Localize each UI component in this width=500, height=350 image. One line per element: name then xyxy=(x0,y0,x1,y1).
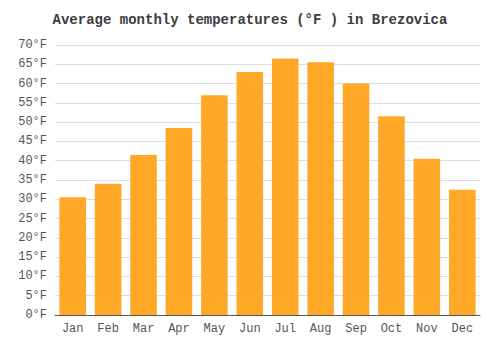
svg-text:0°F: 0°F xyxy=(25,308,47,322)
svg-text:35°F: 35°F xyxy=(18,173,47,187)
svg-text:25°F: 25°F xyxy=(18,212,47,226)
svg-text:Feb: Feb xyxy=(97,322,119,336)
svg-text:30°F: 30°F xyxy=(18,192,47,206)
svg-text:Sep: Sep xyxy=(345,322,367,336)
svg-text:50°F: 50°F xyxy=(18,115,47,129)
svg-text:55°F: 55°F xyxy=(18,96,47,110)
svg-text:Jul: Jul xyxy=(274,322,296,336)
svg-text:5°F: 5°F xyxy=(25,289,47,303)
svg-text:Jun: Jun xyxy=(239,322,261,336)
svg-text:Aug: Aug xyxy=(310,322,332,336)
svg-text:Apr: Apr xyxy=(168,322,190,336)
svg-text:Mar: Mar xyxy=(133,322,155,336)
svg-text:15°F: 15°F xyxy=(18,250,47,264)
svg-text:Average monthly temperatures (: Average monthly temperatures (°F ) in Br… xyxy=(53,12,448,28)
svg-text:May: May xyxy=(204,322,226,336)
svg-text:Nov: Nov xyxy=(416,322,438,336)
svg-text:Jan: Jan xyxy=(62,322,84,336)
svg-text:60°F: 60°F xyxy=(18,77,47,91)
svg-text:40°F: 40°F xyxy=(18,154,47,168)
svg-text:65°F: 65°F xyxy=(18,57,47,71)
svg-text:70°F: 70°F xyxy=(18,38,47,52)
svg-text:45°F: 45°F xyxy=(18,134,47,148)
svg-text:10°F: 10°F xyxy=(18,269,47,283)
svg-text:Dec: Dec xyxy=(451,322,473,336)
svg-text:20°F: 20°F xyxy=(18,231,47,245)
svg-text:Oct: Oct xyxy=(381,322,403,336)
